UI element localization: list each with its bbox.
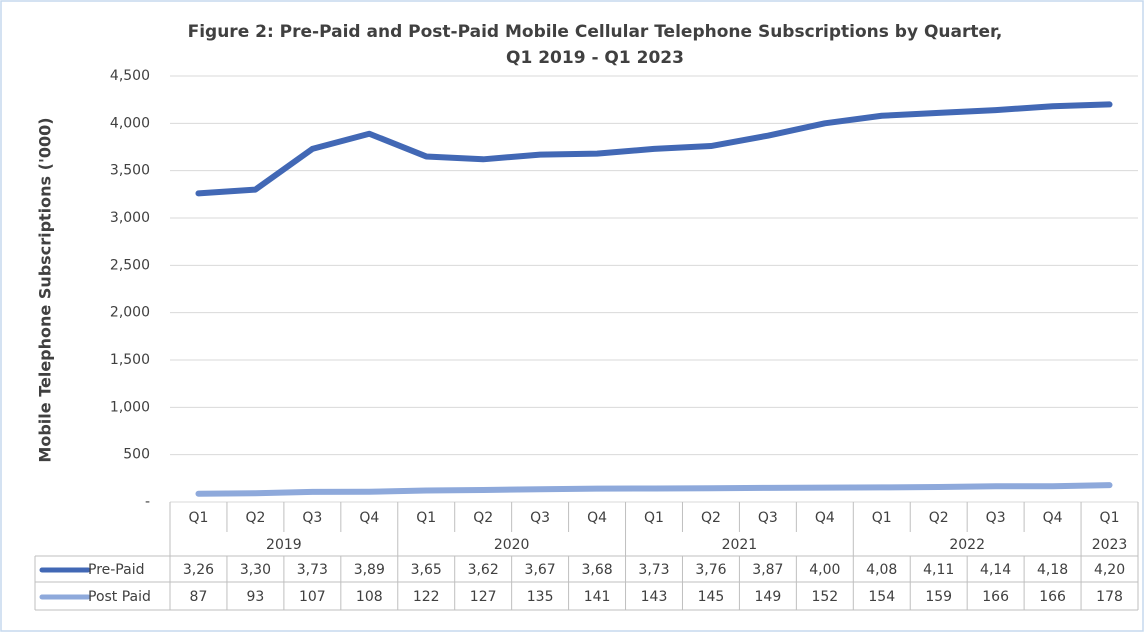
- x-tick-label: Q1: [416, 510, 436, 526]
- table-value: 154: [868, 589, 895, 605]
- table-value: 4,18: [1037, 562, 1068, 578]
- table-value: 3,87: [752, 562, 783, 578]
- legend-label: Pre-Paid: [88, 562, 144, 578]
- x-tick-label: Q4: [815, 510, 835, 526]
- legend-label: Post Paid: [88, 589, 151, 605]
- table-value: 3,67: [525, 562, 556, 578]
- table-value: 178: [1096, 589, 1123, 605]
- x-tick-label: Q2: [929, 510, 949, 526]
- table-value: 3,89: [354, 562, 385, 578]
- y-tick-label: 4,500: [110, 68, 150, 84]
- y-tick-label: 3,500: [110, 163, 150, 179]
- table-value: 3,65: [411, 562, 442, 578]
- table-value: 159: [925, 589, 952, 605]
- table-value: 4,00: [809, 562, 840, 578]
- table-value: 87: [190, 589, 208, 605]
- table-value: 3,30: [240, 562, 271, 578]
- year-label: 2023: [1092, 537, 1128, 553]
- table-value: 4,08: [866, 562, 897, 578]
- table-value: 149: [755, 589, 782, 605]
- table-value: 3,68: [581, 562, 612, 578]
- table-value: 4,14: [980, 562, 1011, 578]
- chart-title: Figure 2: Pre-Paid and Post-Paid Mobile …: [188, 22, 1003, 42]
- x-tick-label: Q2: [245, 510, 265, 526]
- table-value: 122: [413, 589, 440, 605]
- table-value: 141: [584, 589, 611, 605]
- x-tick-label: Q2: [701, 510, 721, 526]
- table-value: 107: [299, 589, 326, 605]
- year-label: 2020: [494, 537, 530, 553]
- table-value: 152: [811, 589, 838, 605]
- x-tick-label: Q4: [359, 510, 379, 526]
- y-tick-label: -: [145, 494, 150, 510]
- x-tick-label: Q3: [530, 510, 550, 526]
- x-tick-label: Q4: [587, 510, 607, 526]
- table-value: 3,73: [638, 562, 669, 578]
- y-tick-label: 2,000: [110, 305, 150, 321]
- table-value: 3,62: [468, 562, 499, 578]
- x-tick-label: Q1: [872, 510, 892, 526]
- x-tick-label: Q2: [473, 510, 493, 526]
- table-value: 145: [698, 589, 725, 605]
- y-tick-label: 1,500: [110, 352, 150, 368]
- table-value: 3,26: [183, 562, 214, 578]
- table-value: 166: [1039, 589, 1066, 605]
- y-axis-title: Mobile Telephone Subscriptions ('000): [36, 117, 55, 462]
- chart-title: Q1 2019 - Q1 2023: [506, 48, 684, 68]
- x-tick-label: Q3: [302, 510, 322, 526]
- table-value: 93: [246, 589, 264, 605]
- x-tick-label: Q3: [986, 510, 1006, 526]
- y-tick-label: 1,000: [110, 399, 150, 415]
- table-value: 3,76: [695, 562, 726, 578]
- year-label: 2019: [266, 537, 302, 553]
- x-tick-label: Q1: [644, 510, 664, 526]
- y-tick-label: 500: [123, 447, 150, 463]
- table-value: 143: [641, 589, 668, 605]
- year-label: 2021: [722, 537, 758, 553]
- table-value: 135: [527, 589, 554, 605]
- data-line: [195, 482, 1113, 497]
- y-tick-label: 4,000: [110, 115, 150, 131]
- table-value: 4,11: [923, 562, 954, 578]
- year-label: 2022: [949, 537, 985, 553]
- y-tick-label: 2,500: [110, 257, 150, 273]
- data-line: [195, 101, 1113, 197]
- table-value: 127: [470, 589, 497, 605]
- y-tick-label: 3,000: [110, 210, 150, 226]
- x-tick-label: Q1: [1100, 510, 1120, 526]
- table-value: 4,20: [1094, 562, 1125, 578]
- table-value: 166: [982, 589, 1009, 605]
- table-value: 3,73: [297, 562, 328, 578]
- x-tick-label: Q3: [758, 510, 778, 526]
- table-value: 108: [356, 589, 383, 605]
- x-tick-label: Q1: [189, 510, 209, 526]
- x-tick-label: Q4: [1043, 510, 1063, 526]
